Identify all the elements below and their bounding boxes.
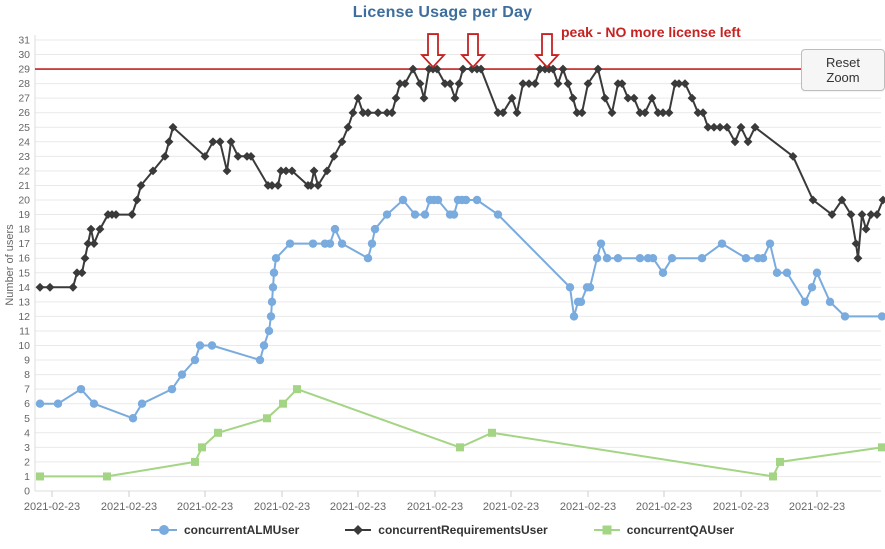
svg-text:27: 27 (18, 93, 30, 105)
svg-text:2021-02-23: 2021-02-23 (483, 501, 539, 513)
y-axis-tick-labels: 0123456789101112131415161718192021222324… (18, 34, 30, 497)
gridlines (34, 34, 881, 492)
legend-label-alm: concurrentALMUser (183, 523, 300, 537)
svg-text:20: 20 (18, 195, 30, 207)
svg-text:29: 29 (18, 64, 30, 76)
legend-label-qa: concurrentQAUser (626, 523, 735, 537)
svg-text:22: 22 (18, 165, 30, 177)
svg-text:14: 14 (18, 282, 30, 294)
svg-text:2: 2 (24, 456, 30, 468)
svg-text:8: 8 (24, 369, 30, 381)
svg-text:18: 18 (18, 224, 30, 236)
legend-item-alm[interactable]: concurrentALMUser (150, 523, 300, 537)
svg-text:0: 0 (24, 486, 30, 498)
svg-text:2021-02-23: 2021-02-23 (177, 501, 233, 513)
series-concurrentRequirementsUser (35, 64, 885, 292)
svg-text:2021-02-23: 2021-02-23 (254, 501, 310, 513)
peak-arrow-icon (533, 33, 561, 69)
legend-item-qa[interactable]: concurrentQAUser (593, 523, 735, 537)
svg-text:2021-02-23: 2021-02-23 (789, 501, 845, 513)
series-concurrentALMUser (35, 195, 885, 423)
svg-text:30: 30 (18, 49, 30, 61)
svg-text:9: 9 (24, 355, 30, 367)
svg-text:7: 7 (24, 384, 30, 396)
peak-annotation: peak - NO more license left (561, 24, 741, 40)
legend: concurrentALMUser concurrentRequirements… (0, 523, 885, 537)
x-axis-tick-labels: 2021-02-23 2021-02-23 2021-02-23 2021-02-23… (24, 491, 845, 513)
svg-text:2021-02-23: 2021-02-23 (636, 501, 692, 513)
svg-text:4: 4 (24, 427, 30, 439)
svg-text:10: 10 (18, 340, 30, 352)
svg-text:28: 28 (18, 78, 30, 90)
requirements-diamond-marker-icon (345, 525, 372, 535)
svg-text:2021-02-23: 2021-02-23 (560, 501, 616, 513)
legend-label-requirements: concurrentRequirementsUser (378, 523, 548, 537)
svg-text:15: 15 (18, 267, 30, 279)
svg-text:16: 16 (18, 253, 30, 265)
svg-text:3: 3 (24, 442, 30, 454)
peak-arrow-icon (419, 33, 447, 69)
y-axis-title: Number of users (4, 224, 16, 306)
svg-text:11: 11 (19, 325, 30, 337)
svg-text:23: 23 (18, 151, 30, 163)
chart-title: License Usage per Day (352, 4, 533, 21)
reset-zoom-button[interactable]: Reset Zoom (801, 49, 885, 91)
qa-square-marker-icon (593, 525, 620, 535)
svg-text:2021-02-23: 2021-02-23 (330, 501, 386, 513)
svg-text:2021-02-23: 2021-02-23 (101, 501, 157, 513)
svg-text:25: 25 (18, 122, 30, 134)
svg-text:6: 6 (24, 398, 30, 410)
svg-text:21: 21 (18, 180, 30, 192)
svg-text:19: 19 (18, 209, 30, 221)
svg-text:5: 5 (24, 413, 30, 425)
legend-item-requirements[interactable]: concurrentRequirementsUser (345, 523, 548, 537)
svg-text:13: 13 (18, 296, 30, 308)
svg-text:2021-02-23: 2021-02-23 (713, 501, 769, 513)
series-concurrentQAUser (36, 385, 885, 481)
svg-text:12: 12 (18, 311, 30, 323)
svg-text:17: 17 (18, 238, 30, 250)
peak-arrow-icon (459, 33, 487, 69)
svg-text:1: 1 (24, 471, 30, 483)
svg-text:26: 26 (18, 107, 30, 119)
svg-text:2021-02-23: 2021-02-23 (407, 501, 463, 513)
alm-circle-marker-icon (150, 525, 177, 535)
svg-text:24: 24 (18, 136, 30, 148)
svg-text:2021-02-23: 2021-02-23 (24, 501, 80, 513)
svg-text:31: 31 (18, 34, 30, 46)
